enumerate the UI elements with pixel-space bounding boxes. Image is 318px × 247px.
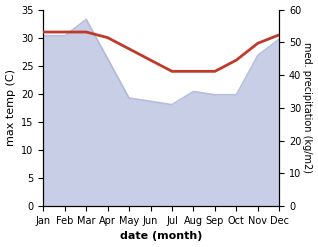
Y-axis label: med. precipitation (kg/m2): med. precipitation (kg/m2) (302, 42, 313, 173)
X-axis label: date (month): date (month) (120, 231, 203, 242)
Y-axis label: max temp (C): max temp (C) (5, 69, 16, 146)
